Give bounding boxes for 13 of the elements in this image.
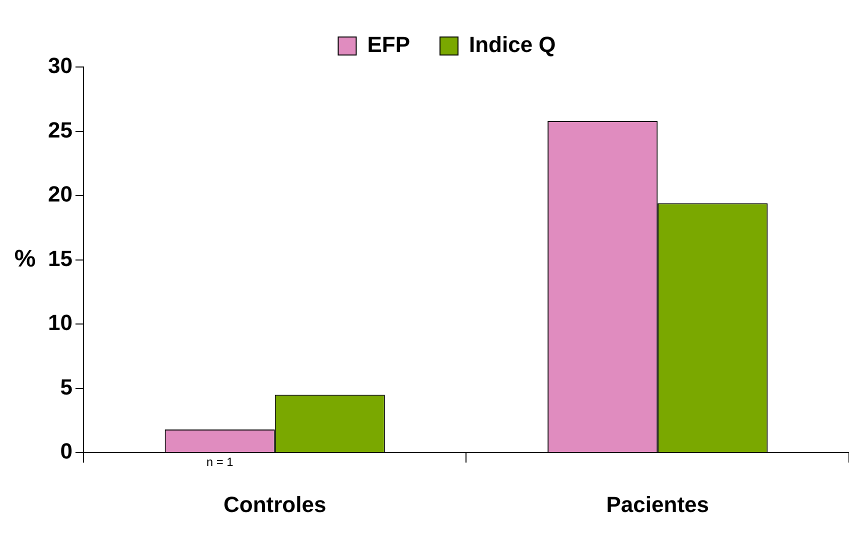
x-tick-label: Pacientes [606, 492, 709, 517]
y-tick-label: 25 [48, 117, 72, 142]
y-tick-label: 0 [60, 438, 72, 464]
y-tick-label: 20 [48, 182, 72, 207]
text: n = 1 [206, 454, 234, 469]
x-tick-label: Controles [224, 492, 326, 517]
legend-label: Indice Q [468, 32, 556, 58]
y-tick-label: 10 [48, 310, 72, 336]
y-tick-label: 15 [48, 246, 72, 271]
y-axis-title: % [14, 245, 36, 272]
y-tick-label: 5 [60, 374, 72, 400]
y-tick-label: 30 [48, 53, 72, 78]
legend-label: EFP [367, 32, 410, 58]
